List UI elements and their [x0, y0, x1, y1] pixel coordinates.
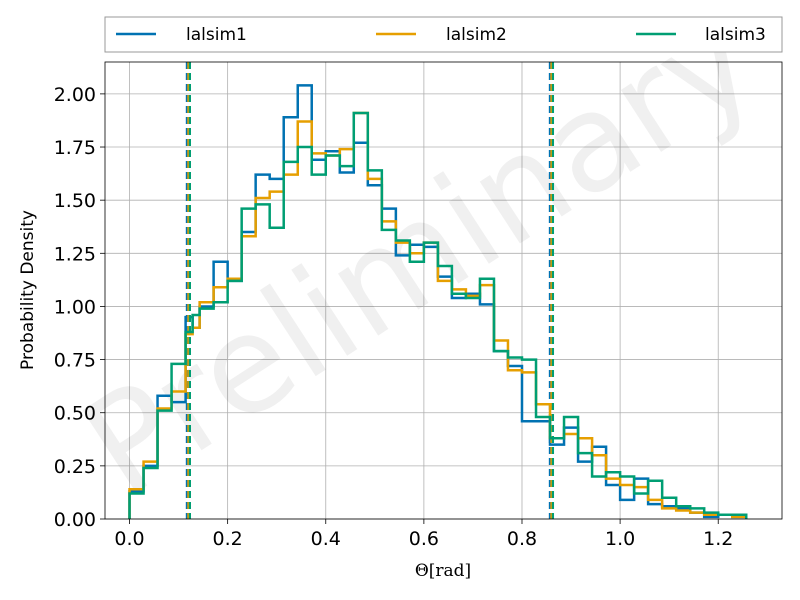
- x-axis-ticks: 0.0 0.2 0.4 0.6 0.8 1.0 1.2: [114, 519, 733, 550]
- x-tick-label: 0.4: [311, 528, 341, 550]
- x-tick-label: 0.8: [507, 528, 537, 550]
- y-tick-label: 2.00: [54, 84, 96, 106]
- x-tick-label: 1.0: [605, 528, 635, 550]
- x-tick-label: 1.2: [703, 528, 733, 550]
- x-tick-label: 0.6: [409, 528, 439, 550]
- y-tick-label: 1.50: [54, 190, 96, 212]
- y-tick-label: 1.00: [54, 296, 96, 318]
- histogram-series-lalsim3: [128, 111, 748, 519]
- y-tick-label: 0.25: [54, 456, 96, 478]
- plot-frame: [104, 61, 783, 520]
- y-axis-ticks: 0.00 0.25 0.50 0.75 1.00 1.25 1.50 1.75 2.00: [54, 84, 105, 531]
- legend-label-lalsim2: lalsim2: [446, 25, 507, 45]
- y-tick-label: 0.50: [54, 403, 96, 425]
- y-tick-label: 0.75: [54, 350, 96, 372]
- y-tick-label: 1.25: [54, 243, 96, 265]
- legend-label-lalsim1: lalsim1: [186, 25, 247, 45]
- plot-area: [128, 62, 748, 519]
- watermark: Preliminary: [57, 0, 782, 527]
- x-axis-label: Θ[rad]: [415, 561, 471, 581]
- grid-lines: [105, 62, 782, 520]
- x-tick-label: 0.2: [213, 528, 243, 550]
- legend: lalsim1 lalsim2 lalsim3: [104, 16, 783, 53]
- y-tick-label: 0.00: [54, 509, 96, 531]
- y-axis-label: Probability Density: [18, 210, 38, 370]
- y-tick-label: 1.75: [54, 137, 96, 159]
- legend-label-lalsim3: lalsim3: [705, 25, 766, 45]
- x-tick-label: 0.0: [114, 528, 144, 550]
